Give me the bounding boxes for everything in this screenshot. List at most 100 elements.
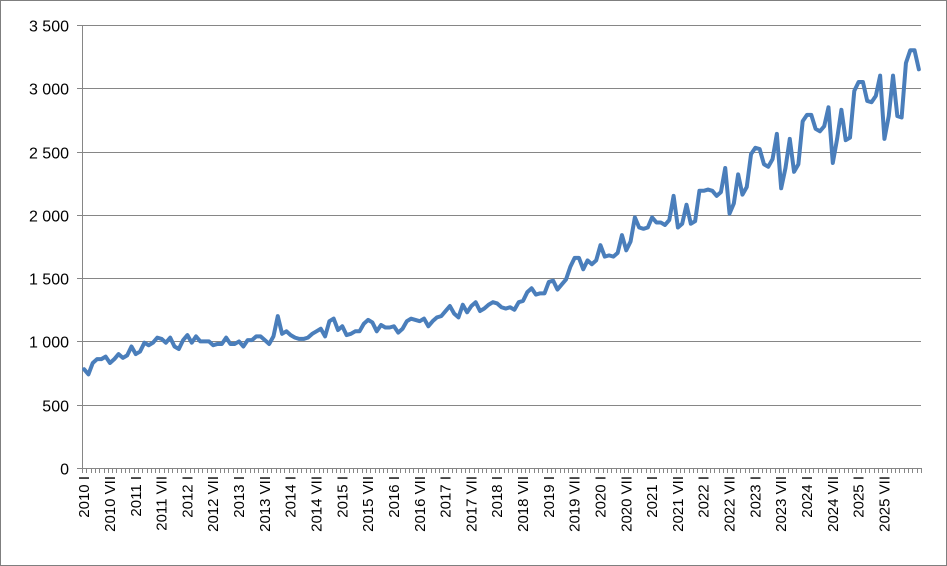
data-point: [263, 339, 266, 342]
x-tick-label: 2012 I: [179, 476, 196, 518]
y-axis: 0 500 1 000 1 500 2 000 2 500 3 000 3 500: [29, 19, 83, 479]
data-point: [831, 161, 834, 164]
data-point: [509, 306, 512, 309]
data-point: [216, 342, 219, 345]
data-point: [91, 361, 94, 364]
data-point: [242, 345, 245, 348]
data-point: [793, 170, 796, 173]
data-point: [715, 194, 718, 197]
data-point: [173, 345, 176, 348]
data-point: [633, 216, 636, 219]
data-point: [659, 221, 662, 224]
data-point: [694, 220, 697, 223]
data-point: [762, 163, 765, 166]
x-tick-label: 2016 VII: [412, 476, 429, 532]
data-point: [341, 325, 344, 328]
x-tick-label: 2022 VII: [722, 476, 739, 532]
data-point: [827, 106, 830, 109]
data-point: [737, 173, 740, 176]
data-point: [797, 163, 800, 166]
data-point: [405, 320, 408, 323]
data-point: [461, 303, 464, 306]
data-point: [883, 137, 886, 140]
gridlines: [82, 25, 921, 406]
data-point: [595, 259, 598, 262]
data-point: [186, 334, 189, 337]
data-point: [147, 344, 150, 347]
data-point: [302, 337, 305, 340]
data-point: [130, 345, 133, 348]
x-tick-label: 2013 VII: [257, 476, 274, 532]
x-tick-label: 2011 I: [128, 476, 145, 517]
x-tick-label: 2025 VII: [876, 476, 893, 532]
y-tick-label: 500: [42, 399, 69, 416]
data-point: [195, 335, 198, 338]
data-point: [199, 340, 202, 343]
data-point: [298, 337, 301, 340]
data-point: [620, 234, 623, 237]
data-point: [483, 307, 486, 310]
data-point: [758, 148, 761, 151]
data-point: [220, 342, 223, 345]
y-tick-label: 1 500: [29, 272, 69, 289]
data-point: [410, 317, 413, 320]
data-point: [676, 226, 679, 229]
x-tick-label: 2017 I: [438, 476, 455, 518]
data-point: [156, 336, 159, 339]
series-line: [82, 48, 921, 377]
data-point: [642, 227, 645, 230]
data-point: [513, 308, 516, 311]
data-point: [732, 202, 735, 205]
data-point: [272, 335, 275, 338]
data-point: [547, 280, 550, 283]
data-point: [543, 292, 546, 295]
x-tick-label: 2011 VII: [154, 476, 171, 531]
x-tick-label: 2014 VII: [309, 476, 326, 532]
data-point: [328, 320, 331, 323]
data-point: [448, 304, 451, 307]
data-point: [354, 330, 357, 333]
data-point: [840, 108, 843, 111]
data-point: [784, 167, 787, 170]
data-point: [754, 146, 757, 149]
data-point: [724, 167, 727, 170]
x-tick-label: 2021 VII: [670, 476, 687, 532]
data-point: [844, 139, 847, 142]
data-point: [805, 113, 808, 116]
data-point: [362, 322, 365, 325]
data-point: [556, 288, 559, 291]
data-point: [823, 125, 826, 128]
data-point: [233, 342, 236, 345]
data-point: [586, 259, 589, 262]
data-point: [573, 256, 576, 259]
data-point: [117, 353, 120, 356]
data-point: [457, 316, 460, 319]
data-point: [904, 61, 907, 64]
data-point: [143, 341, 146, 344]
y-tick-label: 2 000: [29, 209, 69, 226]
data-point: [104, 355, 107, 358]
y-tick-label: 3 000: [29, 82, 69, 99]
series-layer: [82, 48, 921, 377]
data-point: [371, 321, 374, 324]
data-point: [337, 329, 340, 332]
data-point: [603, 255, 606, 258]
data-point: [139, 350, 142, 353]
data-point: [874, 94, 877, 97]
data-point: [625, 249, 628, 252]
data-point: [285, 330, 288, 333]
data-point: [440, 315, 443, 318]
data-point: [229, 342, 232, 345]
data-point: [646, 226, 649, 229]
data-point: [427, 325, 430, 328]
x-tick-label: 2023 I: [747, 476, 764, 518]
data-point: [590, 263, 593, 266]
data-point: [608, 254, 611, 257]
data-point: [900, 116, 903, 119]
data-point: [151, 341, 154, 344]
x-tick-label: 2025 I: [851, 476, 868, 518]
data-point: [638, 226, 641, 229]
data-point: [629, 240, 632, 243]
data-point: [259, 335, 262, 338]
data-point: [719, 191, 722, 194]
